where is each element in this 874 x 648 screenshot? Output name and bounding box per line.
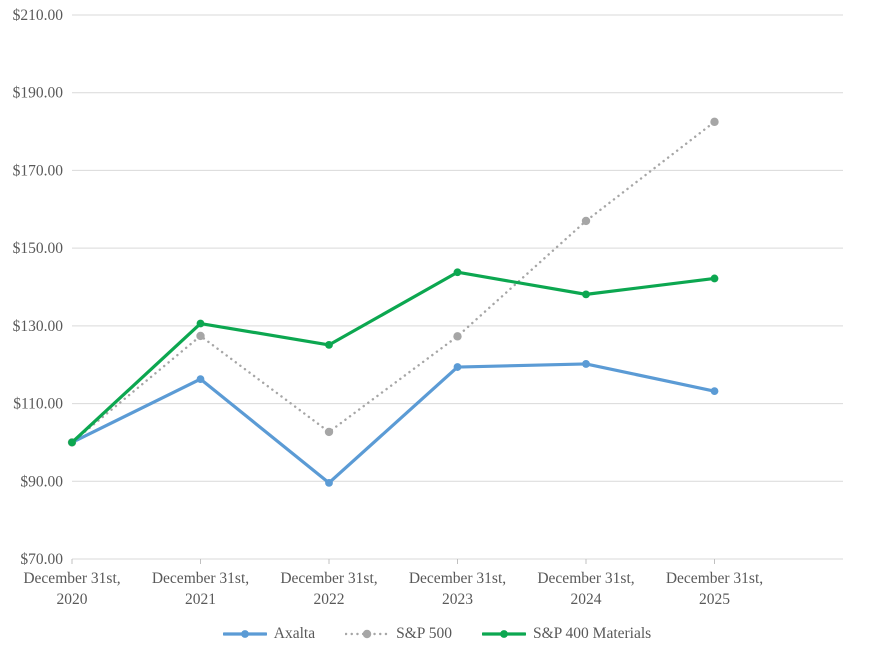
legend-swatch-icon <box>345 629 390 639</box>
legend-swatch-icon <box>481 630 526 638</box>
x-axis-label-line2: 2022 <box>314 591 345 608</box>
x-axis-label-line2: 2025 <box>699 591 730 608</box>
x-axis-label-line2: 2024 <box>571 591 602 608</box>
series-line-0 <box>70 362 717 485</box>
x-axis-label-line2: 2023 <box>442 591 473 608</box>
legend-item-1: S&P 500 <box>345 625 452 643</box>
y-axis-tick-label: $110.00 <box>13 396 63 413</box>
y-axis-tick-label: $130.00 <box>13 318 64 335</box>
data-point-marker <box>581 216 591 226</box>
x-axis-label-line1: December 31st, <box>152 570 249 587</box>
x-axis-label-line1: December 31st, <box>409 570 506 587</box>
chart-legend: Axalta S&P 500 S&P 400 Materials <box>0 620 874 648</box>
x-axis-label-line1: December 31st, <box>280 570 377 587</box>
data-point-marker <box>196 331 205 341</box>
data-point-marker <box>582 360 590 368</box>
data-point-marker <box>324 427 334 437</box>
legend-item-0: Axalta <box>222 625 316 643</box>
data-point-marker <box>453 363 462 371</box>
x-axis-label-line1: December 31st, <box>23 570 120 587</box>
series-line-2 <box>70 270 717 445</box>
legend-label: S&P 400 Materials <box>532 625 652 642</box>
data-point-marker <box>453 332 462 341</box>
x-axis-label-line1: December 31st, <box>537 570 634 587</box>
data-point-marker <box>582 290 590 299</box>
x-axis-label-line2: 2020 <box>57 591 88 608</box>
y-axis-tick-label: $190.00 <box>13 85 64 102</box>
y-axis-tick-label: $210.00 <box>13 7 64 24</box>
legend-swatch-icon <box>222 630 267 638</box>
y-axis-tick-label: $90.00 <box>20 473 63 490</box>
data-point-marker <box>68 438 76 447</box>
y-axis-tick-label: $150.00 <box>13 240 64 257</box>
legend-item-2: S&P 400 Materials <box>481 625 652 643</box>
line-chart-plot-area: $70.00 $90.00 $110.00 $130.00 $150.00 $170.00… <box>13 7 843 608</box>
data-point-marker <box>196 319 205 328</box>
y-axis-tick-label: $170.00 <box>13 162 64 179</box>
y-axis-tick-label: $70.00 <box>20 551 63 568</box>
data-point-marker <box>325 478 333 487</box>
x-axis-label-line2: 2021 <box>185 591 216 608</box>
data-point-marker <box>453 268 462 277</box>
legend-label: Axalta <box>273 625 316 642</box>
data-point-marker <box>196 375 205 383</box>
data-point-marker <box>710 274 719 283</box>
x-axis-label-line1: December 31st, <box>666 570 763 587</box>
legend-label: S&P 500 <box>396 625 452 642</box>
data-point-marker <box>710 117 719 127</box>
data-point-marker <box>710 387 719 396</box>
data-point-marker <box>325 340 333 349</box>
